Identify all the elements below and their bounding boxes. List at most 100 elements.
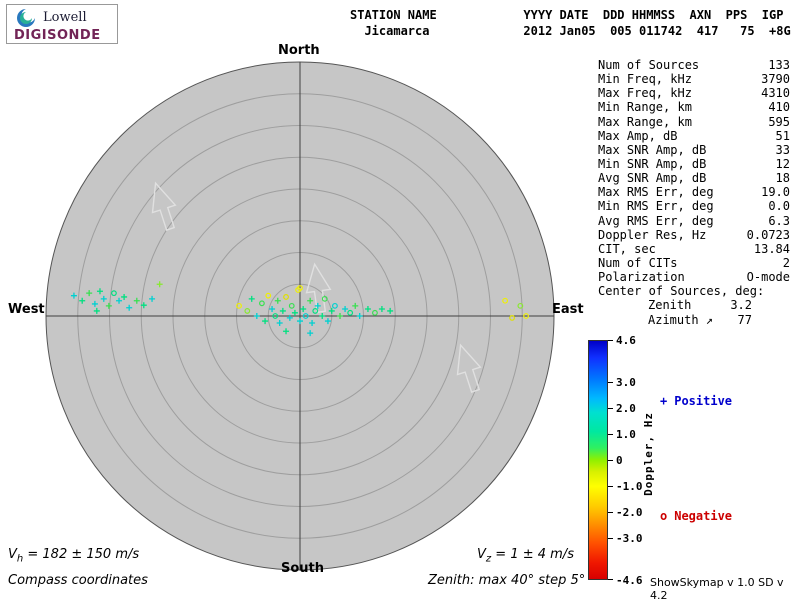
source-point-positive <box>116 297 123 304</box>
source-point-positive <box>93 307 100 314</box>
source-point-negative <box>347 309 354 316</box>
source-point-positive <box>378 306 385 313</box>
skymap-svg <box>45 61 555 571</box>
compass-label-north: North <box>278 43 320 58</box>
source-point-positive <box>300 306 307 313</box>
colorbar: 4.6 3.0 2.0 1.0 0 -1.0 -2.0 -3.0 -4.6 Doppler, H… <box>588 334 708 587</box>
compass-label-south: South <box>281 561 325 576</box>
source-point-negative <box>272 313 279 319</box>
source-point-negative <box>523 313 529 319</box>
source-point-positive <box>79 297 86 304</box>
stat-value: 0.0 <box>768 199 790 214</box>
stat-value: 19.0 <box>761 185 790 200</box>
source-point-positive <box>328 307 335 314</box>
source-point-positive <box>319 313 326 319</box>
stat-row: Min RMS Err, deg 0.0 <box>598 199 790 213</box>
stat-row: Doppler Res, Hz 0.0723 <box>598 228 790 242</box>
colorbar-tick <box>608 433 613 435</box>
stat-row: Center of Sources, deg: <box>598 284 790 298</box>
stat-label: Center of Sources, deg: <box>598 284 765 299</box>
coordinate-system-note: Compass coordinates <box>8 573 148 588</box>
source-point-negative <box>517 302 524 309</box>
stat-row: Max Amp, dB 51 <box>598 129 790 143</box>
stat-row: Zenith 3.2 <box>598 298 790 312</box>
stat-label: Avg SNR Amp, dB <box>598 171 707 186</box>
stat-row: Max SNR Amp, dB 33 <box>598 143 790 157</box>
source-point-positive <box>274 297 281 304</box>
source-point-negative <box>302 313 309 319</box>
colorbar-tick <box>608 381 613 383</box>
source-point-negative <box>283 294 289 300</box>
stat-label: Min Freq, kHz <box>598 72 692 87</box>
source-point-positive <box>279 307 286 314</box>
colorbar-tick <box>608 486 613 488</box>
stat-row: Min Range, km 410 <box>598 100 790 114</box>
source-point-positive <box>307 330 314 337</box>
stat-value: 77 <box>737 312 752 327</box>
stat-row: Max Range, km 595 <box>598 115 790 129</box>
stat-label: Polarization <box>598 270 685 285</box>
stat-row: Max Freq, kHz 4310 <box>598 86 790 100</box>
source-point-positive <box>337 313 344 319</box>
stat-row: CIT, sec 13.84 <box>598 242 790 256</box>
stat-row: Polarization O-mode <box>598 270 790 284</box>
vh-subscript: h <box>16 553 24 565</box>
colorbar-tick-label: 2.0 <box>616 401 636 415</box>
colorbar-tick-label: 3.0 <box>616 375 636 389</box>
stat-label: Max RMS Err, deg <box>598 185 714 200</box>
vh-value: = 182 ± 150 m/s <box>23 547 140 562</box>
legend-negative: o Negative <box>660 509 732 523</box>
source-point-positive <box>364 306 371 313</box>
source-point-negative <box>372 309 378 316</box>
compass-label-west: West <box>8 302 45 317</box>
stat-value: 18 <box>775 171 790 186</box>
source-point-positive <box>387 307 394 314</box>
source-point-positive <box>324 318 331 325</box>
source-point-negative <box>111 290 117 297</box>
vz-value: = 1 ± 4 m/s <box>491 547 574 562</box>
drift-direction-arrow <box>305 262 332 314</box>
stat-value: 3790 <box>761 72 790 87</box>
stat-value: 33 <box>775 142 790 157</box>
source-point-positive <box>126 304 133 311</box>
stat-value: 0.0723 <box>746 227 790 242</box>
legend-positive: + Positive <box>660 394 732 408</box>
software-version: ShowSkymap v 1.0 SD v 4.2 <box>650 576 784 602</box>
vertical-velocity-readout: Vz = 1 ± 4 m/s <box>477 547 574 565</box>
stat-row: Avg RMS Err, deg 6.3 <box>598 214 790 228</box>
stat-row: Azimuth ↗ 77 <box>598 313 790 327</box>
source-point-positive <box>133 297 140 304</box>
stat-label: Min Range, km <box>598 100 692 115</box>
legend-positive-label: Positive <box>674 394 733 408</box>
source-point-positive <box>248 295 255 302</box>
source-point-positive <box>297 318 303 325</box>
colorbar-tick-label: -4.6 <box>616 574 643 587</box>
logo-swirl-inner <box>20 12 32 24</box>
horizontal-velocity-readout: Vh = 182 ± 150 m/s <box>8 547 139 565</box>
source-point-negative <box>332 302 338 309</box>
source-point-positive <box>314 302 321 309</box>
logo-swirl-outer <box>17 9 35 27</box>
stat-label: Min RMS Err, deg <box>598 199 714 214</box>
colorbar-tick-label: 1.0 <box>616 427 636 441</box>
stat-label: Max Range, km <box>598 114 692 129</box>
colorbar-tick <box>608 340 613 341</box>
stat-value: 4310 <box>761 86 790 101</box>
stat-label: Zenith <box>648 298 692 313</box>
source-point-negative <box>297 285 303 291</box>
stat-row: Num of CITs 2 <box>598 256 790 270</box>
colorbar-tick-label: 4.6 <box>616 334 636 347</box>
source-point-negative <box>288 302 295 309</box>
stat-value: 595 <box>768 114 790 129</box>
colorbar-tick <box>608 407 613 409</box>
source-point-positive <box>286 314 293 321</box>
header-field-values: Jicamarca 2012 Jan05 005 011742 417 75 +… <box>350 24 791 38</box>
stat-row: Max RMS Err, deg 19.0 <box>598 185 790 199</box>
source-point-positive <box>253 313 260 319</box>
source-point-positive <box>307 297 314 304</box>
stat-row: Min Freq, kHz 3790 <box>598 72 790 86</box>
source-point-positive <box>100 295 107 302</box>
source-point-negative <box>259 300 265 307</box>
source-point-positive <box>309 319 316 326</box>
colorbar-title: Doppler, Hz <box>642 412 655 496</box>
